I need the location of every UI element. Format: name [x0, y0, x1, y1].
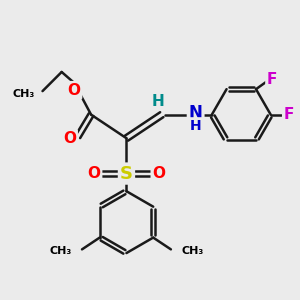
Text: CH₃: CH₃	[181, 246, 203, 256]
Text: CH₃: CH₃	[50, 246, 72, 256]
Text: F: F	[284, 107, 294, 122]
Text: O: O	[152, 166, 165, 181]
Text: H: H	[152, 94, 165, 109]
Text: O: O	[63, 131, 76, 146]
Text: N: N	[189, 104, 202, 122]
Text: CH₃: CH₃	[12, 89, 34, 99]
Text: O: O	[88, 166, 100, 181]
Text: H: H	[190, 119, 202, 133]
Text: O: O	[68, 83, 80, 98]
Text: F: F	[267, 72, 278, 87]
Text: S: S	[120, 165, 133, 183]
